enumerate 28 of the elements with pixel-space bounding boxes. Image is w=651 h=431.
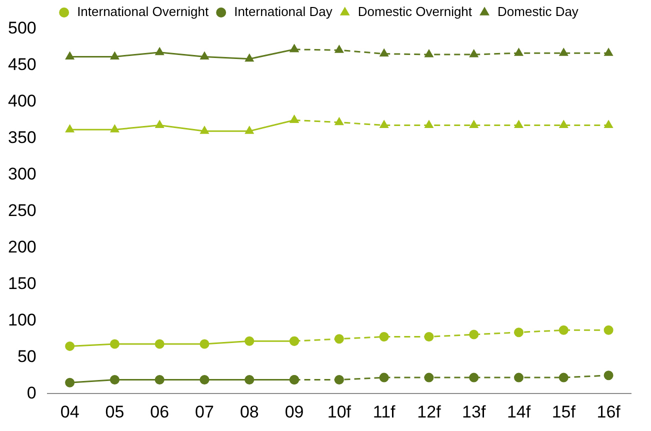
- x-tick-label: 11f: [372, 402, 396, 422]
- x-tick-label: 13f: [462, 402, 486, 422]
- legend-label: Domestic Day: [498, 4, 579, 20]
- x-tick-label: 16f: [596, 402, 621, 422]
- x-tick-label: 12f: [417, 402, 442, 422]
- y-tick-label: 500: [8, 18, 36, 38]
- y-tick-label: 150: [8, 274, 36, 293]
- y-tick-label: 100: [8, 310, 36, 330]
- y-tick-label: 50: [17, 346, 36, 366]
- x-tick-label: 07: [195, 402, 214, 422]
- x-tick-label: 15f: [552, 402, 576, 422]
- y-tick-label: 350: [8, 128, 36, 148]
- x-tick-label: 04: [60, 402, 80, 422]
- x-tick-label: 06: [150, 402, 170, 422]
- x-tick-label: 05: [105, 402, 124, 422]
- x-tick-label: 10f: [327, 402, 352, 422]
- x-tick-label: 09: [284, 402, 304, 422]
- legend-label: International Day: [234, 4, 333, 20]
- y-tick-label: 450: [8, 55, 36, 74]
- x-tick-label: 08: [240, 402, 259, 422]
- legend-label: Domestic Overnight: [358, 4, 472, 20]
- y-tick-label: 0: [26, 383, 36, 402]
- y-tick-label: 250: [8, 200, 36, 220]
- y-tick-label: 400: [8, 92, 36, 111]
- y-tick-label: 300: [8, 164, 36, 184]
- x-tick-label: 14f: [506, 402, 531, 422]
- legend-label: International Overnight: [77, 4, 209, 20]
- y-tick-label: 200: [8, 237, 36, 256]
